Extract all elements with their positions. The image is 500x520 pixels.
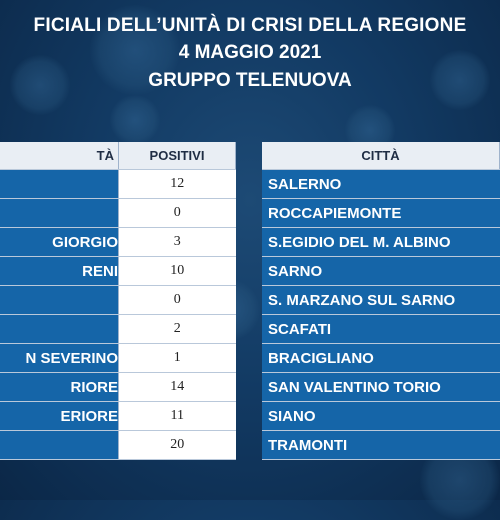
city-cell: N SEVERINO [25, 349, 118, 367]
city-cell: ROCCAPIEMONTE [262, 198, 500, 228]
city-cell: BRACIGLIANO [262, 343, 500, 373]
positivi-cell: 3 [118, 227, 236, 257]
virus-decoration-icon [430, 50, 490, 110]
city-column-header: TÀ [0, 142, 119, 170]
positivi-column-header: POSITIVI [118, 142, 236, 170]
positivi-cell: 0 [118, 285, 236, 315]
city-cell: SCAFATI [262, 314, 500, 344]
right-table-header: CITTÀ [262, 142, 500, 170]
table-row: TRAMONTI [262, 430, 500, 460]
date-line: 4 MAGGIO 2021 [178, 42, 322, 63]
table-row: 2 [0, 314, 236, 344]
table-row: S. MARZANO SUL SARNO [262, 285, 500, 315]
virus-decoration-icon [10, 55, 70, 115]
positivi-cell: 11 [118, 401, 236, 431]
table-row: 12 [0, 169, 236, 199]
left-table-header: TÀ POSITIVI [0, 142, 236, 170]
positivi-cell: 2 [118, 314, 236, 344]
table-row: 20 [0, 430, 236, 460]
city-cell: SALERNO [262, 169, 500, 199]
right-table: CITTÀ SALERNO ROCCAPIEMONTE S.EGIDIO DEL… [262, 142, 500, 460]
left-table: TÀ POSITIVI 12 0 GIORGIO 3 RENI 10 0 2 [0, 142, 236, 460]
table-row: S.EGIDIO DEL M. ALBINO [262, 227, 500, 257]
city-cell: SIANO [262, 401, 500, 431]
city-cell: RENI [82, 262, 118, 280]
table-row: GIORGIO 3 [0, 227, 236, 257]
virus-decoration-icon [110, 95, 160, 145]
table-row: SARNO [262, 256, 500, 286]
table-row: SIANO [262, 401, 500, 431]
city-cell: S.EGIDIO DEL M. ALBINO [262, 227, 500, 257]
title-line: FICIALI DELL’UNITÀ DI CRISI DELLA REGION… [33, 15, 467, 36]
table-row: SCAFATI [262, 314, 500, 344]
citta-column-header: CITTÀ [262, 142, 500, 170]
city-cell: SAN VALENTINO TORIO [262, 372, 500, 402]
positivi-cell: 1 [118, 343, 236, 373]
positivi-cell: 10 [118, 256, 236, 286]
city-cell: SARNO [262, 256, 500, 286]
positivi-cell: 12 [118, 169, 236, 199]
table-row: 0 [0, 285, 236, 315]
city-cell: S. MARZANO SUL SARNO [262, 285, 500, 315]
table-row: BRACIGLIANO [262, 343, 500, 373]
virus-decoration-icon [90, 5, 180, 95]
city-cell: ERIORE [60, 407, 118, 425]
table-row: RENI 10 [0, 256, 236, 286]
table-row: ERIORE 11 [0, 401, 236, 431]
positivi-cell: 0 [118, 198, 236, 228]
city-cell: RIORE [70, 378, 118, 396]
table-row: RIORE 14 [0, 372, 236, 402]
positivi-cell: 20 [118, 430, 236, 460]
table-row: SAN VALENTINO TORIO [262, 372, 500, 402]
group-line: GRUPPO TELENUOVA [148, 70, 352, 91]
city-cell: TRAMONTI [262, 430, 500, 460]
city-cell: GIORGIO [52, 233, 118, 251]
table-row: ROCCAPIEMONTE [262, 198, 500, 228]
positivi-cell: 14 [118, 372, 236, 402]
table-row: SALERNO [262, 169, 500, 199]
table-row: 0 [0, 198, 236, 228]
table-row: N SEVERINO 1 [0, 343, 236, 373]
